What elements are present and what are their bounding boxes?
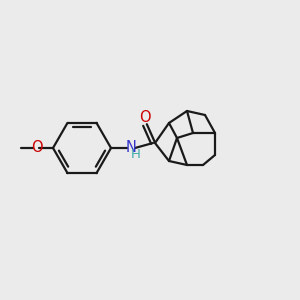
Text: N: N	[126, 140, 136, 154]
Text: H: H	[131, 148, 141, 160]
Text: O: O	[139, 110, 151, 125]
Text: O: O	[31, 140, 43, 155]
